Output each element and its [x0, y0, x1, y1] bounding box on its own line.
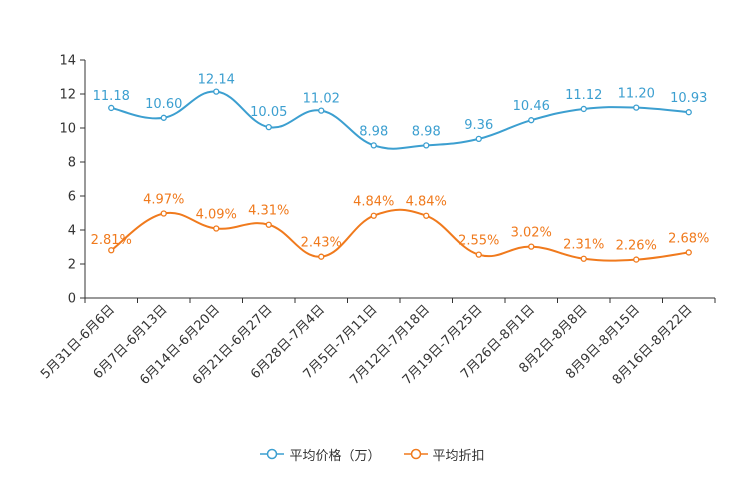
- data-label: 4.97%: [143, 193, 184, 208]
- data-point: [423, 142, 430, 149]
- y-tick-label: 12: [59, 88, 76, 103]
- y-tick-label: 14: [59, 54, 76, 69]
- data-label: 2.31%: [563, 238, 604, 253]
- legend-discount-label: 平均折扣: [432, 448, 485, 464]
- data-point: [633, 256, 640, 263]
- data-point: [108, 104, 115, 112]
- data-point: [160, 114, 167, 121]
- data-point: [265, 221, 272, 228]
- data-label: 4.84%: [406, 195, 447, 210]
- data-point: [528, 243, 535, 250]
- data-point: [423, 212, 430, 219]
- data-label: 2.81%: [91, 233, 132, 248]
- data-label: 10.46: [513, 99, 550, 114]
- data-label: 3.02%: [511, 226, 552, 241]
- data-label: 11.18: [93, 89, 130, 104]
- data-label: 11.02: [303, 92, 340, 107]
- data-label: 10.60: [145, 97, 182, 112]
- data-label: 8.98: [359, 124, 388, 139]
- legend-price-label: 平均价格（万）: [289, 448, 381, 464]
- data-label: 10.93: [670, 91, 707, 106]
- data-point: [160, 210, 167, 217]
- legend-item-discount[interactable]: 平均折扣: [403, 445, 485, 464]
- data-point: [528, 117, 535, 124]
- y-tick-label: 10: [59, 122, 76, 137]
- data-point: [213, 225, 220, 232]
- data-point: [633, 104, 640, 111]
- data-label: 4.84%: [353, 195, 394, 210]
- data-point: [475, 135, 482, 143]
- data-point: [108, 247, 115, 254]
- data-point: [475, 251, 482, 258]
- line-chart: 024681012145月31日-6月6日6月7日-6月13日6月14日-6月2…: [38, 54, 716, 388]
- data-label: 2.26%: [616, 239, 657, 254]
- y-tick-label: 6: [68, 190, 76, 205]
- data-label: 2.55%: [458, 234, 499, 249]
- y-tick-label: 2: [68, 258, 76, 273]
- data-label: 11.12: [565, 88, 602, 103]
- data-point: [370, 212, 377, 219]
- data-label: 9.36: [464, 118, 493, 133]
- legend: 平均价格（万） 平均折扣: [0, 440, 744, 468]
- data-point: [265, 124, 272, 131]
- data-point: [580, 105, 587, 113]
- data-point: [685, 249, 692, 256]
- data-point: [370, 142, 377, 149]
- data-point: [580, 255, 587, 262]
- data-label: 12.14: [198, 73, 235, 88]
- data-label: 11.20: [618, 87, 655, 102]
- data-label: 10.05: [250, 105, 287, 120]
- data-point: [318, 253, 325, 260]
- data-point: [685, 109, 692, 116]
- data-point: [213, 88, 220, 95]
- y-tick-label: 4: [68, 224, 76, 239]
- data-label: 2.68%: [668, 231, 709, 246]
- data-label: 4.31%: [248, 204, 289, 219]
- y-tick-label: 8: [68, 156, 76, 171]
- legend-discount-marker-icon: [403, 448, 428, 460]
- y-tick-label: 0: [68, 292, 76, 307]
- legend-item-price[interactable]: 平均价格（万）: [259, 445, 381, 464]
- data-label: 2.43%: [301, 236, 342, 251]
- data-point: [318, 107, 325, 114]
- legend-price-marker-icon: [260, 448, 285, 460]
- data-label: 4.09%: [196, 207, 237, 222]
- data-label: 8.98: [412, 124, 441, 139]
